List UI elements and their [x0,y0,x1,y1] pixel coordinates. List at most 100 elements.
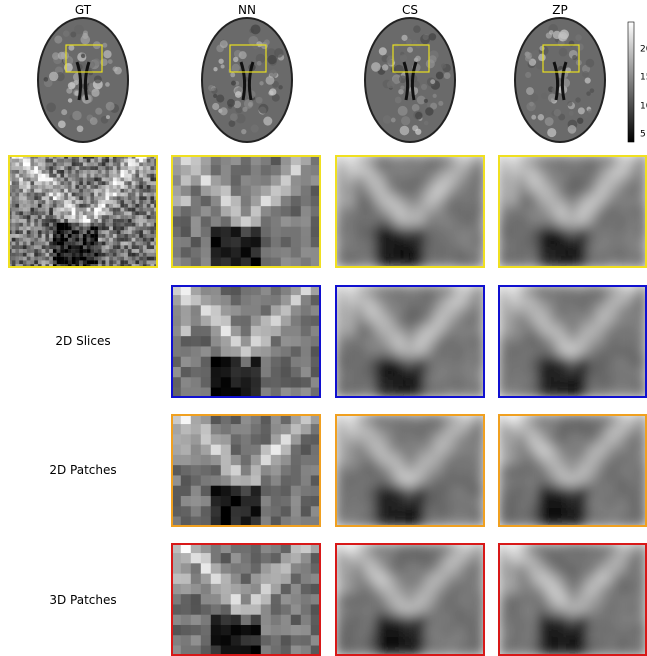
pixel [355,326,365,337]
texture [63,30,69,36]
pixel [445,175,455,186]
texture [248,102,253,107]
pixel [124,230,128,234]
pixel [191,196,201,207]
pixel [105,189,109,193]
pixel [124,223,128,227]
pixel [181,594,191,605]
pixel [577,625,587,636]
pixel [57,159,61,163]
pixel [508,227,518,238]
pixel [607,357,617,368]
pixel [435,377,445,388]
pixel [105,162,109,166]
pixel [597,357,607,368]
pixel [34,204,38,208]
pixel [301,227,311,238]
pixel [261,227,271,238]
pixel [211,424,221,435]
pixel [597,465,607,476]
pixel [45,242,49,246]
pixel [627,486,637,497]
pixel [38,226,42,230]
texture [569,111,574,116]
pixel [45,234,49,238]
pixel [12,245,16,249]
pixel [528,594,538,605]
pixel [79,257,83,261]
pixel [57,238,61,242]
pixel [395,295,405,306]
pixel [128,208,132,212]
pixel [365,367,375,378]
pixel [150,181,154,185]
pixel [45,253,49,257]
pixel [291,635,301,646]
pixel [465,196,475,207]
pixel [231,326,241,337]
pixel [191,496,201,507]
pixel [72,204,76,208]
pixel [627,206,637,217]
pixel [124,196,128,200]
pixel [102,166,106,170]
pixel [415,186,425,197]
pixel [53,211,57,215]
pixel [139,230,143,234]
pixel [538,377,548,388]
pixel [75,196,79,200]
pixels [335,543,485,656]
pixel [597,625,607,636]
pixel [538,584,548,595]
pixel [72,230,76,234]
pixel [281,336,291,347]
pixel [34,238,38,242]
pixel [87,208,91,212]
pixel [518,316,528,327]
pixel [528,584,538,595]
pixel [567,377,577,388]
pixel [587,455,597,466]
pixel [90,204,94,208]
pixel [251,475,261,486]
pixel [45,189,49,193]
pixel [557,367,567,378]
pixel [405,216,415,227]
pixel [607,346,617,357]
pixel [557,336,567,347]
pixel [191,553,201,564]
pixel [251,326,261,337]
pixel [425,367,435,378]
pixel [241,326,251,337]
zoom-panel [498,414,647,527]
pixel [139,215,143,219]
pixel [124,166,128,170]
pixel [435,227,445,238]
pixel [617,206,627,217]
pixel [79,219,83,223]
pixel [405,486,415,497]
pixel [518,196,528,207]
pixel [53,185,57,189]
pixel [143,208,147,212]
pixel [435,445,445,456]
texture [436,72,444,80]
pixel [518,227,528,238]
pixel [191,165,201,176]
pixel [557,357,567,368]
pixel [627,247,637,258]
pixel [60,185,64,189]
pixel [607,326,617,337]
pixel [445,625,455,636]
pixel [201,563,211,574]
pixel [211,574,221,585]
pixel [425,506,435,517]
texture [80,35,90,45]
pixel [435,216,445,227]
pixel [251,247,261,258]
pixel [150,238,154,242]
pixel [105,223,109,227]
pixel [375,247,385,258]
pixel [57,189,61,193]
pixel [79,211,83,215]
